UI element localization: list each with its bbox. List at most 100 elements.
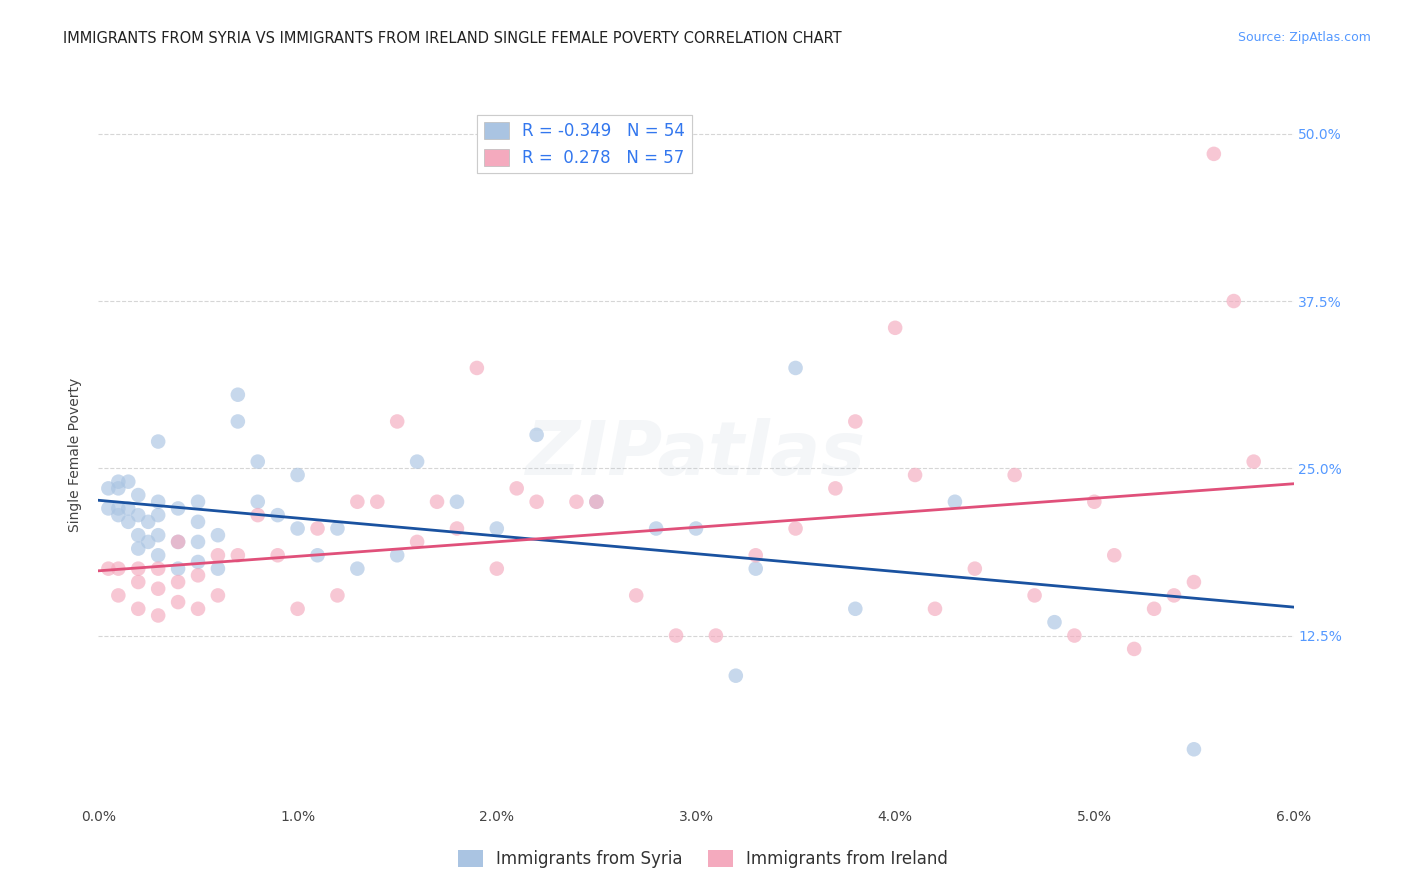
Point	[465, 361, 488, 376]
Point	[187, 602, 209, 616]
Point	[287, 602, 309, 616]
Text: ZIPatlas: ZIPatlas	[526, 418, 866, 491]
Text: Source: ZipAtlas.com: Source: ZipAtlas.com	[1237, 31, 1371, 45]
Point	[136, 515, 159, 529]
Point	[167, 575, 190, 590]
Legend: R = -0.349   N = 54, R =  0.278   N = 57: R = -0.349 N = 54, R = 0.278 N = 57	[477, 115, 692, 173]
Point	[704, 628, 727, 642]
Point	[844, 602, 866, 616]
Point	[307, 548, 329, 563]
Point	[246, 508, 269, 523]
Point	[366, 494, 388, 508]
Point	[117, 515, 139, 529]
Point	[127, 488, 149, 502]
Point	[346, 562, 368, 576]
Point	[107, 475, 129, 489]
Point	[1243, 455, 1265, 469]
Point	[943, 494, 966, 508]
Point	[136, 534, 159, 549]
Point	[346, 494, 368, 508]
Point	[97, 501, 120, 516]
Point	[187, 568, 209, 582]
Point	[148, 508, 170, 523]
Point	[107, 562, 129, 576]
Point	[127, 508, 149, 523]
Point	[207, 548, 229, 563]
Point	[1083, 494, 1105, 508]
Point	[1182, 575, 1205, 590]
Point	[187, 555, 209, 569]
Point	[127, 602, 149, 616]
Point	[506, 482, 529, 496]
Point	[446, 521, 468, 535]
Point	[226, 387, 249, 401]
Point	[326, 589, 349, 603]
Point	[187, 515, 209, 529]
Point	[526, 427, 548, 442]
Point	[565, 494, 588, 508]
Point	[1123, 642, 1146, 657]
Point	[1063, 628, 1085, 642]
Point	[446, 494, 468, 508]
Point	[267, 508, 290, 523]
Point	[785, 521, 807, 535]
Point	[148, 548, 170, 563]
Point	[148, 562, 170, 576]
Point	[1043, 615, 1066, 630]
Point	[426, 494, 449, 508]
Point	[963, 562, 986, 576]
Point	[207, 562, 229, 576]
Point	[1202, 147, 1225, 161]
Point	[844, 414, 866, 429]
Point	[626, 589, 648, 603]
Point	[148, 494, 170, 508]
Point	[167, 534, 190, 549]
Point	[745, 548, 768, 563]
Point	[904, 467, 927, 482]
Point	[385, 414, 409, 429]
Point	[107, 482, 129, 496]
Point	[884, 321, 907, 335]
Point	[1143, 602, 1166, 616]
Point	[148, 582, 170, 596]
Point	[824, 482, 846, 496]
Point	[226, 548, 249, 563]
Text: IMMIGRANTS FROM SYRIA VS IMMIGRANTS FROM IRELAND SINGLE FEMALE POVERTY CORRELATI: IMMIGRANTS FROM SYRIA VS IMMIGRANTS FROM…	[63, 31, 842, 46]
Point	[97, 562, 120, 576]
Point	[1004, 467, 1026, 482]
Point	[97, 482, 120, 496]
Point	[187, 534, 209, 549]
Point	[406, 534, 429, 549]
Point	[1223, 294, 1246, 309]
Point	[485, 562, 508, 576]
Legend: Immigrants from Syria, Immigrants from Ireland: Immigrants from Syria, Immigrants from I…	[451, 843, 955, 875]
Point	[745, 562, 768, 576]
Point	[685, 521, 707, 535]
Point	[1104, 548, 1126, 563]
Point	[585, 494, 607, 508]
Point	[167, 501, 190, 516]
Point	[167, 534, 190, 549]
Point	[785, 361, 807, 376]
Point	[267, 548, 290, 563]
Point	[167, 562, 190, 576]
Point	[207, 528, 229, 542]
Point	[924, 602, 946, 616]
Point	[326, 521, 349, 535]
Point	[287, 467, 309, 482]
Point	[724, 669, 747, 683]
Point	[107, 508, 129, 523]
Point	[167, 595, 190, 609]
Point	[246, 455, 269, 469]
Point	[187, 494, 209, 508]
Point	[485, 521, 508, 535]
Point	[526, 494, 548, 508]
Point	[107, 589, 129, 603]
Point	[148, 434, 170, 449]
Point	[385, 548, 409, 563]
Point	[287, 521, 309, 535]
Y-axis label: Single Female Poverty: Single Female Poverty	[69, 378, 83, 532]
Point	[107, 501, 129, 516]
Point	[117, 475, 139, 489]
Point	[1024, 589, 1046, 603]
